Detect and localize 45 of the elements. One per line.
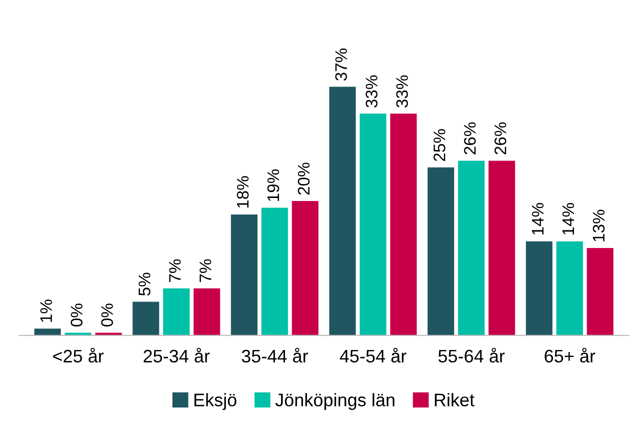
- data-label: 14%: [562, 203, 574, 235]
- data-label: 25%: [434, 129, 446, 162]
- bar: [329, 86, 356, 336]
- bar: [132, 302, 160, 336]
- bar: [95, 332, 122, 336]
- bar: [261, 208, 288, 336]
- data-label: 33%: [396, 75, 408, 108]
- bar: [194, 288, 220, 336]
- x-tick-label: 55-64 år: [438, 348, 505, 363]
- data-label: 7%: [169, 259, 181, 282]
- bar: [292, 201, 318, 336]
- data-label: 26%: [464, 122, 476, 154]
- bar: [390, 114, 417, 336]
- legend-label: Jönköpings län: [275, 393, 394, 410]
- bar: [428, 167, 454, 336]
- data-label: 5%: [138, 272, 150, 296]
- data-label: 7%: [200, 259, 212, 282]
- legend-label: Riket: [434, 393, 474, 406]
- bar: [64, 332, 92, 336]
- bar: [230, 214, 258, 336]
- x-tick-label: 65+ år: [544, 348, 596, 363]
- x-tick-label: 25-34 år: [144, 348, 210, 363]
- bar: [360, 114, 386, 336]
- data-label: 1%: [40, 300, 52, 322]
- legend-label: Eksjö: [194, 393, 236, 410]
- x-tick-label: <25 år: [53, 348, 104, 363]
- x-tick-label: 35-44 år: [242, 348, 308, 363]
- bar: [163, 288, 190, 336]
- bar: [458, 160, 485, 336]
- data-label: 37%: [335, 48, 348, 81]
- data-label: 26%: [494, 122, 506, 154]
- bar: [526, 241, 552, 336]
- data-label: 0%: [70, 304, 83, 327]
- bar: [488, 160, 516, 336]
- bar: [556, 241, 583, 336]
- bar: [586, 248, 614, 336]
- data-label: 0%: [101, 304, 113, 327]
- data-label: 33%: [366, 75, 378, 108]
- data-label: 13%: [592, 210, 605, 242]
- data-label: 18%: [236, 176, 249, 208]
- data-label: 14%: [532, 203, 544, 235]
- data-label: 20%: [298, 162, 310, 195]
- bar: [34, 328, 61, 336]
- data-label: 19%: [267, 169, 280, 201]
- x-tick-label: 45-54 år: [340, 348, 406, 363]
